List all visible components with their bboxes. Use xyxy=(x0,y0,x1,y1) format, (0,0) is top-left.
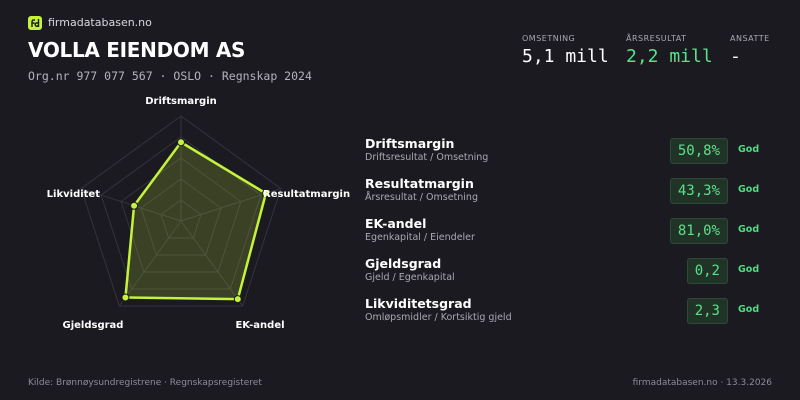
metric-name: Resultatmargin xyxy=(365,176,474,191)
grid-ring xyxy=(100,136,262,290)
grid-ring xyxy=(140,178,222,256)
stat-value: 5,1 mill xyxy=(522,46,609,67)
axis-label: EK-andel xyxy=(235,320,284,331)
radar-area xyxy=(124,141,268,301)
metric-formula: Omløpsmidler / Kortsiktig gjeld xyxy=(365,312,512,323)
grid-ring xyxy=(80,115,282,307)
grid-ring xyxy=(120,157,242,273)
radar-point xyxy=(233,295,242,304)
metric-formula: Driftsresultat / Omsetning xyxy=(365,152,489,163)
site-name: firmadatabasen.no xyxy=(48,16,152,29)
logo xyxy=(28,16,42,30)
company-name: VOLLA EIENDOM AS xyxy=(28,38,246,62)
stat-label: OMSETNING xyxy=(522,34,576,43)
axis-label: Gjeldsgrad xyxy=(63,320,124,331)
radar-chart: Driftsmargin Resultatmargin EK-andel Gjelds… xyxy=(47,96,350,331)
axis-label: Likviditet xyxy=(47,189,101,200)
metric-formula: Årsresultat / Omsetning xyxy=(365,192,478,203)
metric-rating: God xyxy=(738,184,760,195)
spoke xyxy=(180,220,244,307)
metric-value: 2,3 xyxy=(686,298,728,324)
spoke xyxy=(118,220,182,307)
stat-value: - xyxy=(730,46,741,67)
radar-point xyxy=(121,293,130,302)
company-info: Org.nr 977 077 567 · OSLO · Regnskap 202… xyxy=(28,69,312,83)
radar-point xyxy=(177,138,185,147)
metric-rating: God xyxy=(738,144,760,155)
metric-name: Driftsmargin xyxy=(365,136,455,151)
metric-rating: God xyxy=(738,304,760,315)
metric-value: 43,3% xyxy=(669,178,728,204)
metric-formula: Gjeld / Egenkapital xyxy=(365,272,455,283)
stat-value: 2,2 mill xyxy=(626,46,713,67)
metric-rating: God xyxy=(738,264,760,275)
radar-point xyxy=(130,201,139,210)
metric-value: 0,2 xyxy=(686,258,728,284)
metric-value: 50,8% xyxy=(669,138,728,164)
axis-label: Resultatmargin xyxy=(263,189,350,200)
source: Kilde: Brønnøysundregistrene · Regnskaps… xyxy=(28,378,262,388)
metric-rating: God xyxy=(738,224,760,235)
metric-value: 81,0% xyxy=(669,218,728,244)
metric-name: Gjeldsgrad xyxy=(365,256,442,271)
metric-formula: Egenkapital / Eiendeler xyxy=(365,232,475,243)
radar-point xyxy=(261,189,270,198)
stat-label: ANSATTE xyxy=(730,34,770,43)
metric-name: EK-andel xyxy=(365,216,427,231)
stat-label: ÅRSRESULTAT xyxy=(626,34,687,43)
grid-ring xyxy=(160,199,202,239)
metric-name: Likviditetsgrad xyxy=(365,296,472,311)
footer-stamp: firmadatabasen.no · 13.3.2026 xyxy=(632,378,772,388)
axis-label: Driftsmargin xyxy=(145,96,217,107)
